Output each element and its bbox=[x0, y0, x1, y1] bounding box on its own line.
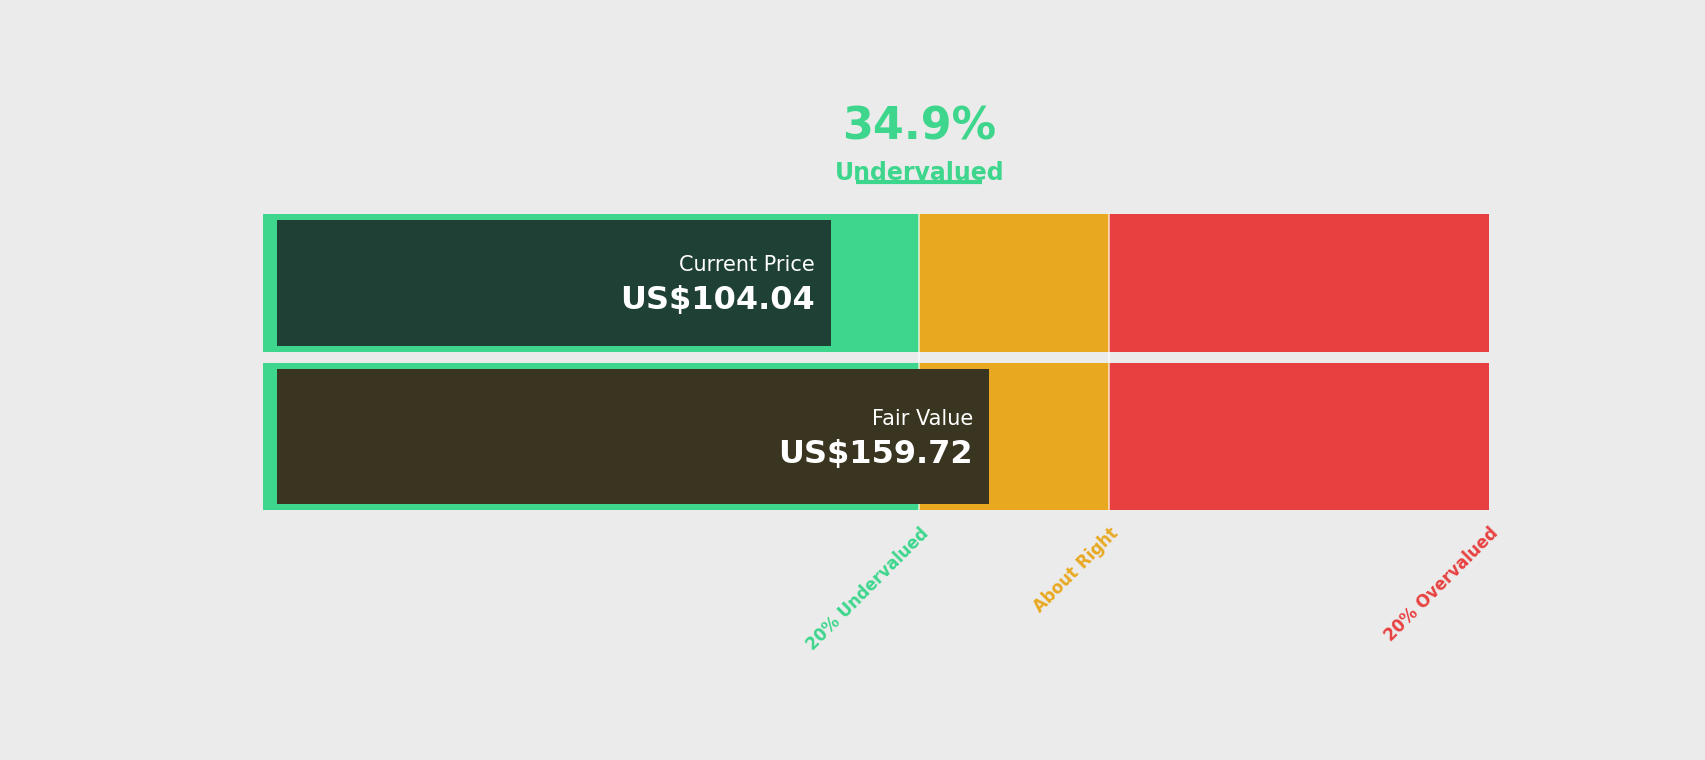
Text: About Right: About Right bbox=[1030, 524, 1122, 616]
Text: 20% Undervalued: 20% Undervalued bbox=[801, 524, 931, 654]
Text: 20% Overvalued: 20% Overvalued bbox=[1381, 524, 1500, 645]
Text: US$104.04: US$104.04 bbox=[621, 285, 815, 316]
Bar bbox=[919, 214, 1108, 352]
Bar bbox=[1108, 363, 1488, 510]
Text: Undervalued: Undervalued bbox=[834, 161, 1004, 185]
Text: Fair Value: Fair Value bbox=[871, 409, 972, 429]
Bar bbox=[276, 369, 989, 504]
Text: 34.9%: 34.9% bbox=[842, 106, 996, 149]
Bar bbox=[263, 363, 919, 510]
Bar bbox=[919, 363, 1108, 510]
Text: Current Price: Current Price bbox=[679, 255, 815, 275]
Text: US$159.72: US$159.72 bbox=[777, 439, 972, 470]
Bar bbox=[263, 214, 919, 352]
Bar bbox=[1108, 214, 1488, 352]
Bar bbox=[276, 220, 830, 346]
